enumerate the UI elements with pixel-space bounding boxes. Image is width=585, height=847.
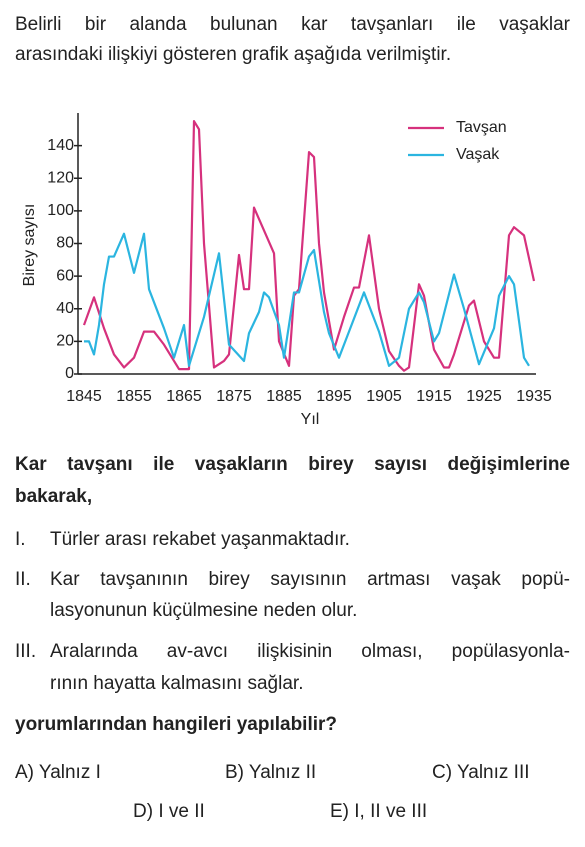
x-tick-label: 1865 bbox=[166, 388, 202, 405]
option[interactable]: E) I, II ve III bbox=[330, 801, 428, 822]
y-tick-label: 20 bbox=[56, 333, 74, 350]
x-axis-title: Yıl bbox=[301, 411, 320, 428]
x-tick-label: 1915 bbox=[416, 388, 452, 405]
prompt: yorumlarından hangileri yapılabilir? bbox=[15, 714, 338, 735]
question-line: Kar tavşanı ile vaşakların birey sayısı … bbox=[15, 454, 570, 475]
y-tick-label: 40 bbox=[56, 300, 74, 317]
legend-label: Vaşak bbox=[456, 146, 500, 163]
x-tick-label: 1925 bbox=[466, 388, 502, 405]
intro-line: arasındaki ilişkiyi gösteren grafik aşağ… bbox=[15, 44, 452, 65]
statement-line: lasyonunun küçülmesine neden olur. bbox=[50, 600, 358, 621]
question-line: bakarak, bbox=[15, 486, 93, 507]
statement-line: Aralarında av-avcı ilişkisinin olması, p… bbox=[50, 641, 570, 662]
statement-number: I. bbox=[15, 529, 26, 550]
x-tick-label: 1895 bbox=[316, 388, 352, 405]
y-tick-label: 100 bbox=[47, 202, 74, 219]
intro-line: Belirli bir alanda bulunan kar tavşanlar… bbox=[15, 14, 570, 35]
statement-line: Kar tavşanının birey sayısının artması v… bbox=[50, 569, 570, 590]
x-tick-label: 1855 bbox=[116, 388, 152, 405]
statement-number: II. bbox=[15, 569, 31, 590]
option[interactable]: B) Yalnız II bbox=[225, 762, 317, 783]
y-tick-label: 80 bbox=[56, 235, 74, 252]
option[interactable]: C) Yalnız III bbox=[432, 762, 530, 783]
x-tick-label: 1845 bbox=[66, 388, 102, 405]
x-tick-label: 1875 bbox=[216, 388, 252, 405]
statement-number: III. bbox=[15, 641, 37, 662]
y-tick-label: 140 bbox=[47, 137, 74, 154]
statement-line: rının hayatta kalmasını sağlar. bbox=[50, 673, 304, 694]
series-line bbox=[84, 232, 530, 367]
option[interactable]: D) I ve II bbox=[133, 801, 205, 822]
legend-label: Tavşan bbox=[456, 119, 507, 136]
y-tick-label: 0 bbox=[65, 365, 74, 382]
chart: Birey sayısı Yıl 0 20 40 60 80 100 120 140 1845 1… bbox=[21, 113, 552, 428]
x-tick-label: 1935 bbox=[516, 388, 552, 405]
x-tick-label: 1885 bbox=[266, 388, 302, 405]
option[interactable]: A) Yalnız I bbox=[15, 762, 101, 783]
y-tick-label: 60 bbox=[56, 267, 74, 284]
y-tick-label: 120 bbox=[47, 169, 74, 186]
y-axis-title: Birey sayısı bbox=[21, 204, 38, 287]
x-tick-label: 1905 bbox=[366, 388, 402, 405]
series-line bbox=[82, 120, 536, 372]
statement-line: Türler arası rekabet yaşanmaktadır. bbox=[50, 529, 350, 550]
